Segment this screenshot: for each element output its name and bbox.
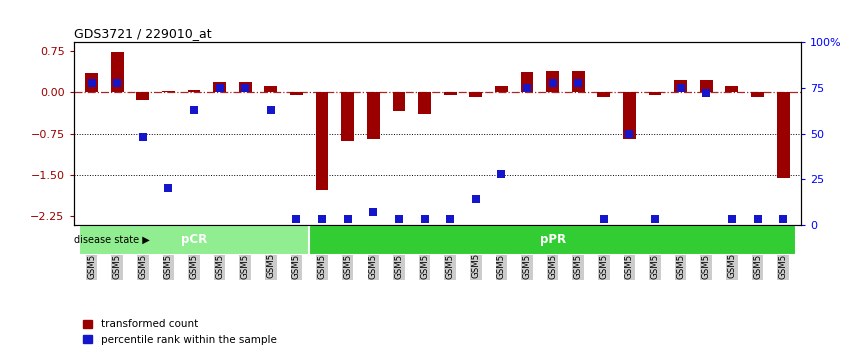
Bar — [309, 224, 796, 255]
Bar — [392, 92, 405, 112]
Point — [623, 131, 637, 136]
Bar — [290, 92, 303, 95]
Bar — [726, 86, 739, 92]
Point — [674, 85, 688, 91]
Point — [264, 107, 278, 113]
Bar — [598, 92, 611, 97]
Text: disease state ▶: disease state ▶ — [74, 235, 150, 245]
Point — [776, 216, 790, 222]
Bar — [136, 92, 149, 101]
Bar — [520, 72, 533, 92]
Bar — [649, 92, 662, 95]
Bar — [572, 71, 585, 92]
Point — [238, 85, 252, 91]
Bar — [264, 86, 277, 92]
Text: pPR: pPR — [540, 233, 565, 246]
Bar — [316, 92, 328, 190]
Bar — [239, 82, 252, 92]
Point — [597, 216, 611, 222]
Point — [725, 216, 739, 222]
Bar — [111, 52, 124, 92]
Bar — [79, 224, 309, 255]
Bar — [443, 92, 456, 95]
Point — [443, 216, 457, 222]
Bar — [85, 73, 98, 92]
Text: pCR: pCR — [181, 233, 207, 246]
Point — [136, 134, 150, 140]
Point — [392, 216, 406, 222]
Bar — [367, 92, 379, 139]
Point — [572, 80, 585, 85]
Point — [340, 216, 354, 222]
Point — [289, 216, 303, 222]
Point — [469, 196, 482, 202]
Point — [366, 209, 380, 215]
Point — [417, 216, 431, 222]
Point — [110, 80, 124, 85]
Bar — [495, 86, 507, 92]
Point — [494, 171, 508, 176]
Bar — [188, 90, 200, 92]
Point — [751, 216, 765, 222]
Bar — [623, 92, 636, 139]
Bar — [700, 80, 713, 92]
Point — [161, 185, 175, 191]
Point — [213, 85, 227, 91]
Bar — [675, 80, 687, 92]
Bar — [213, 82, 226, 92]
Point — [546, 80, 559, 85]
Bar — [751, 92, 764, 97]
Bar — [546, 71, 559, 92]
Point — [85, 80, 99, 85]
Point — [648, 216, 662, 222]
Bar — [162, 91, 175, 92]
Bar — [469, 92, 482, 97]
Bar — [777, 92, 790, 178]
Point — [315, 216, 329, 222]
Point — [520, 85, 534, 91]
Point — [187, 107, 201, 113]
Legend: transformed count, percentile rank within the sample: transformed count, percentile rank withi… — [79, 315, 281, 349]
Point — [700, 91, 714, 96]
Bar — [418, 92, 431, 114]
Bar — [341, 92, 354, 141]
Text: GDS3721 / 229010_at: GDS3721 / 229010_at — [74, 27, 211, 40]
